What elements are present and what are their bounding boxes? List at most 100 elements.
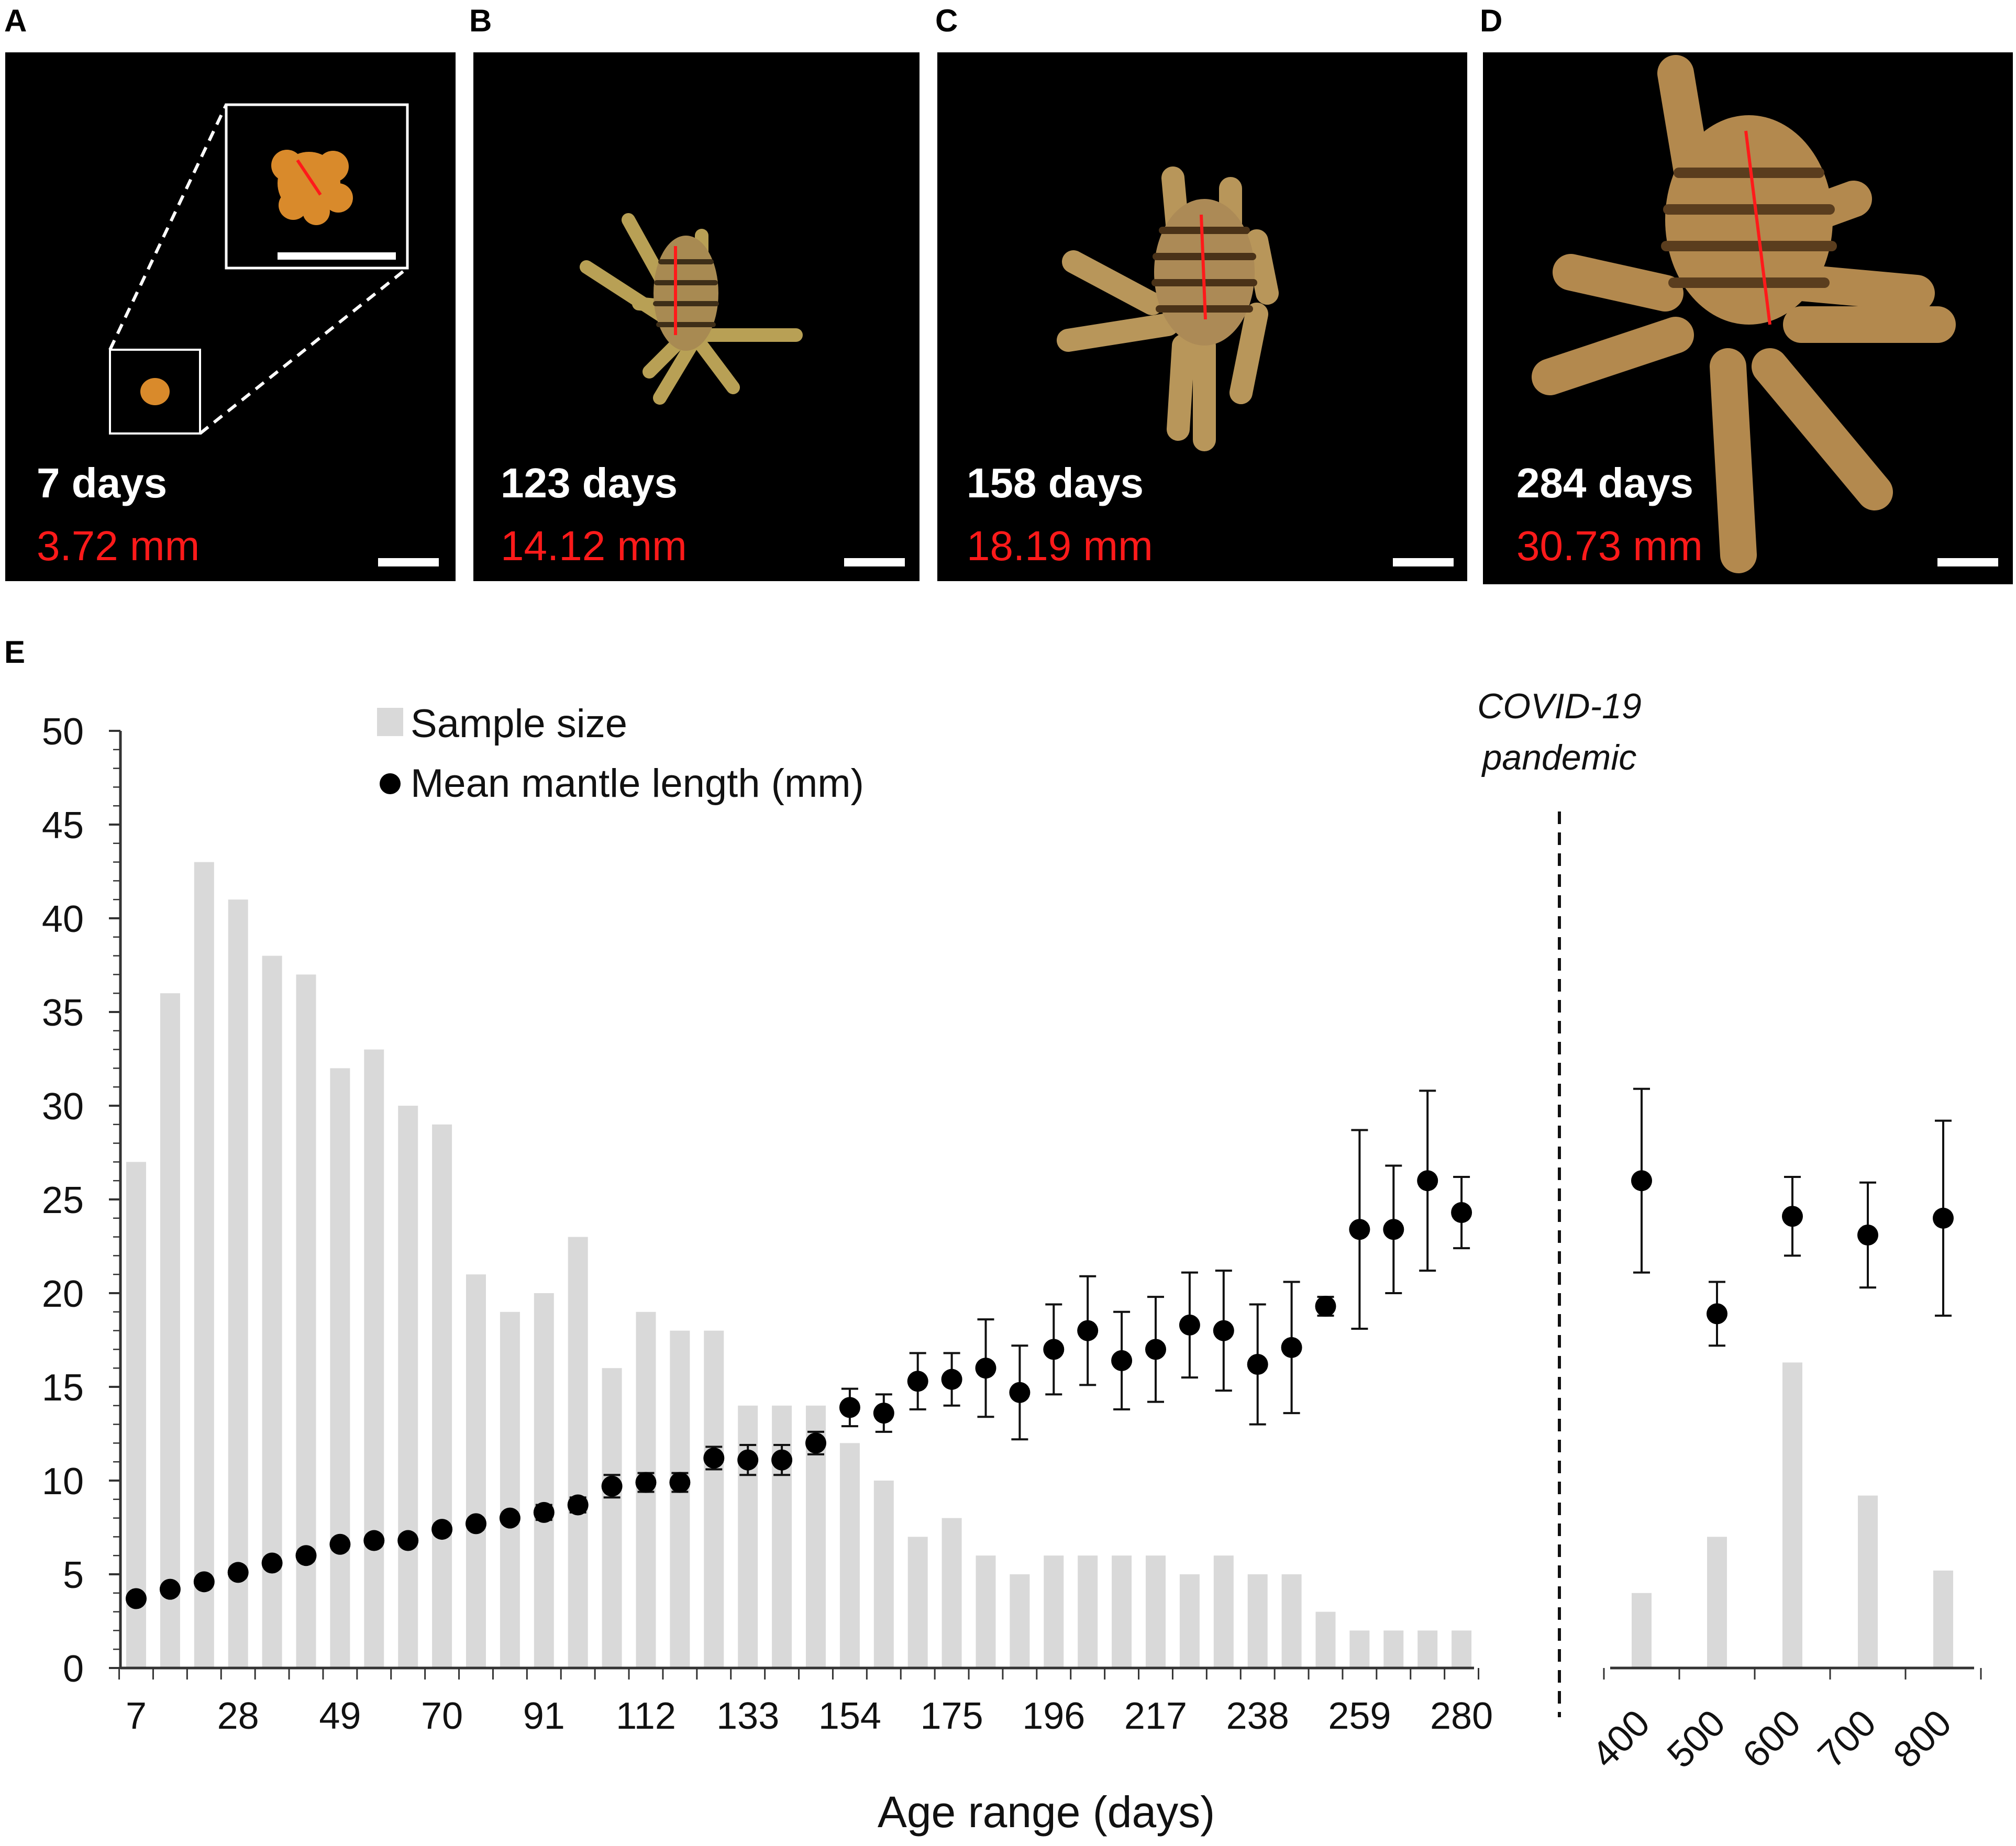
legend: Sample size Mean mantle length (mm) xyxy=(377,702,864,806)
bar-main-7 xyxy=(364,1049,384,1668)
bar-main-11 xyxy=(500,1311,520,1668)
legend-point-swatch xyxy=(380,773,401,794)
main-point-9 xyxy=(431,1519,453,1540)
main-point-30 xyxy=(1145,1339,1166,1360)
y-tick-label-40: 40 xyxy=(42,898,84,940)
main-point-23 xyxy=(907,1371,928,1392)
main-point-28 xyxy=(1077,1320,1099,1341)
bar-main-30 xyxy=(1146,1555,1166,1668)
x-tick-label-133: 133 xyxy=(716,1695,779,1737)
panel-a-zoom-line-top xyxy=(108,104,228,351)
main-point-14 xyxy=(601,1475,623,1497)
bar-later-3 xyxy=(1858,1495,1878,1668)
main-point-3 xyxy=(227,1562,249,1583)
bar-main-0 xyxy=(126,1162,146,1668)
panel-d-length: 30.73 mm xyxy=(1516,522,1703,569)
y-tick-label-35: 35 xyxy=(42,992,84,1034)
points-main xyxy=(126,1089,1472,1609)
main-point-17 xyxy=(703,1448,725,1469)
bar-main-21 xyxy=(839,1443,860,1668)
y-tick-label-0: 0 xyxy=(63,1648,84,1690)
main-point-0 xyxy=(126,1588,147,1609)
x-later-tick-label-500: 500 xyxy=(1659,1702,1734,1776)
bar-main-4 xyxy=(262,955,282,1668)
panel-a-measure-line xyxy=(296,159,322,196)
panel-c-length: 18.19 mm xyxy=(967,522,1153,569)
bar-main-34 xyxy=(1281,1574,1302,1668)
main-point-12 xyxy=(533,1502,555,1523)
bar-main-31 xyxy=(1179,1574,1200,1668)
main-point-22 xyxy=(873,1403,894,1424)
x-tick-label-91: 91 xyxy=(523,1695,565,1737)
bar-main-32 xyxy=(1213,1555,1234,1668)
bar-main-39 xyxy=(1452,1630,1472,1668)
bar-later-2 xyxy=(1782,1362,1802,1668)
x-tick-label-175: 175 xyxy=(921,1695,983,1737)
x-tick-label-28: 28 xyxy=(217,1695,259,1737)
panel-a-zoom-line-bottom xyxy=(199,266,408,435)
points-later xyxy=(1631,1087,1954,1347)
bar-main-17 xyxy=(704,1330,724,1668)
main-point-25 xyxy=(975,1358,996,1379)
panel-e-letter: E xyxy=(4,635,25,670)
covid-label-line1: COVID-19 xyxy=(1477,686,1642,726)
panel-a-larva-small xyxy=(140,378,170,405)
main-point-34 xyxy=(1281,1337,1302,1358)
panel-c: C 158 days 18.19 mm xyxy=(935,3,1467,581)
main-point-11 xyxy=(499,1507,520,1529)
y-tick-label-50: 50 xyxy=(42,711,84,753)
main-point-19 xyxy=(771,1449,793,1471)
y-tick-label-30: 30 xyxy=(42,1086,84,1128)
covid-label-line2: pandemic xyxy=(1481,738,1637,777)
main-point-39 xyxy=(1451,1202,1472,1224)
panel-b-length: 14.12 mm xyxy=(501,522,687,569)
bar-main-10 xyxy=(466,1274,486,1668)
main-point-8 xyxy=(397,1530,419,1551)
main-point-38 xyxy=(1417,1170,1438,1192)
panel-b-letter: B xyxy=(469,3,492,38)
main-point-35 xyxy=(1315,1296,1336,1317)
legend-point-label: Mean mantle length (mm) xyxy=(411,761,864,806)
x-tick-label-49: 49 xyxy=(319,1695,361,1737)
bar-main-35 xyxy=(1315,1611,1336,1668)
y-tick-label-5: 5 xyxy=(63,1554,84,1596)
panel-a-larva-large xyxy=(271,150,353,225)
main-point-21 xyxy=(839,1397,860,1418)
bar-main-22 xyxy=(873,1481,894,1668)
main-point-13 xyxy=(567,1494,589,1516)
panel-d-measure-line xyxy=(1744,130,1771,325)
main-point-2 xyxy=(193,1571,215,1593)
main-point-37 xyxy=(1383,1219,1404,1240)
panel-b-scale-bar xyxy=(844,558,905,566)
bar-main-33 xyxy=(1247,1574,1268,1668)
panel-a-length: 3.72 mm xyxy=(37,522,200,569)
panel-c-octopus xyxy=(1057,166,1279,451)
panel-e-chart: E 0 5 10 15 20 25 30 35 40 45 50 7 28 49 70 91 112 133 15… xyxy=(4,635,1982,1837)
main-point-32 xyxy=(1213,1320,1234,1341)
x-tick-label-196: 196 xyxy=(1022,1695,1085,1737)
bars-main xyxy=(126,862,1472,1668)
main-point-15 xyxy=(635,1472,657,1493)
main-point-1 xyxy=(159,1578,181,1600)
bar-later-4 xyxy=(1933,1570,1953,1668)
bar-main-2 xyxy=(194,862,214,1668)
bar-main-27 xyxy=(1044,1555,1064,1668)
bar-main-38 xyxy=(1417,1630,1438,1668)
main-point-10 xyxy=(466,1513,486,1534)
main-point-29 xyxy=(1111,1350,1133,1371)
panel-c-scale-bar xyxy=(1393,558,1454,566)
legend-bar-label: Sample size xyxy=(411,702,627,746)
x-ticks-main: 7 28 49 70 91 112 133 154 175 196 217 238 259 280 xyxy=(118,1668,1493,1737)
y-tick-label-45: 45 xyxy=(42,805,84,847)
main-point-6 xyxy=(329,1533,351,1555)
bar-main-16 xyxy=(670,1330,690,1668)
bar-main-36 xyxy=(1349,1630,1370,1668)
panel-d-letter: D xyxy=(1480,3,1502,38)
panel-a-zoom-box xyxy=(109,349,201,435)
y-tick-label-20: 20 xyxy=(42,1273,84,1315)
x-later-tick-label-800: 800 xyxy=(1886,1702,1960,1776)
bar-main-29 xyxy=(1112,1555,1132,1668)
bar-main-28 xyxy=(1078,1555,1098,1668)
bar-main-6 xyxy=(330,1068,350,1668)
x-later-tick-label-400: 400 xyxy=(1584,1702,1658,1776)
